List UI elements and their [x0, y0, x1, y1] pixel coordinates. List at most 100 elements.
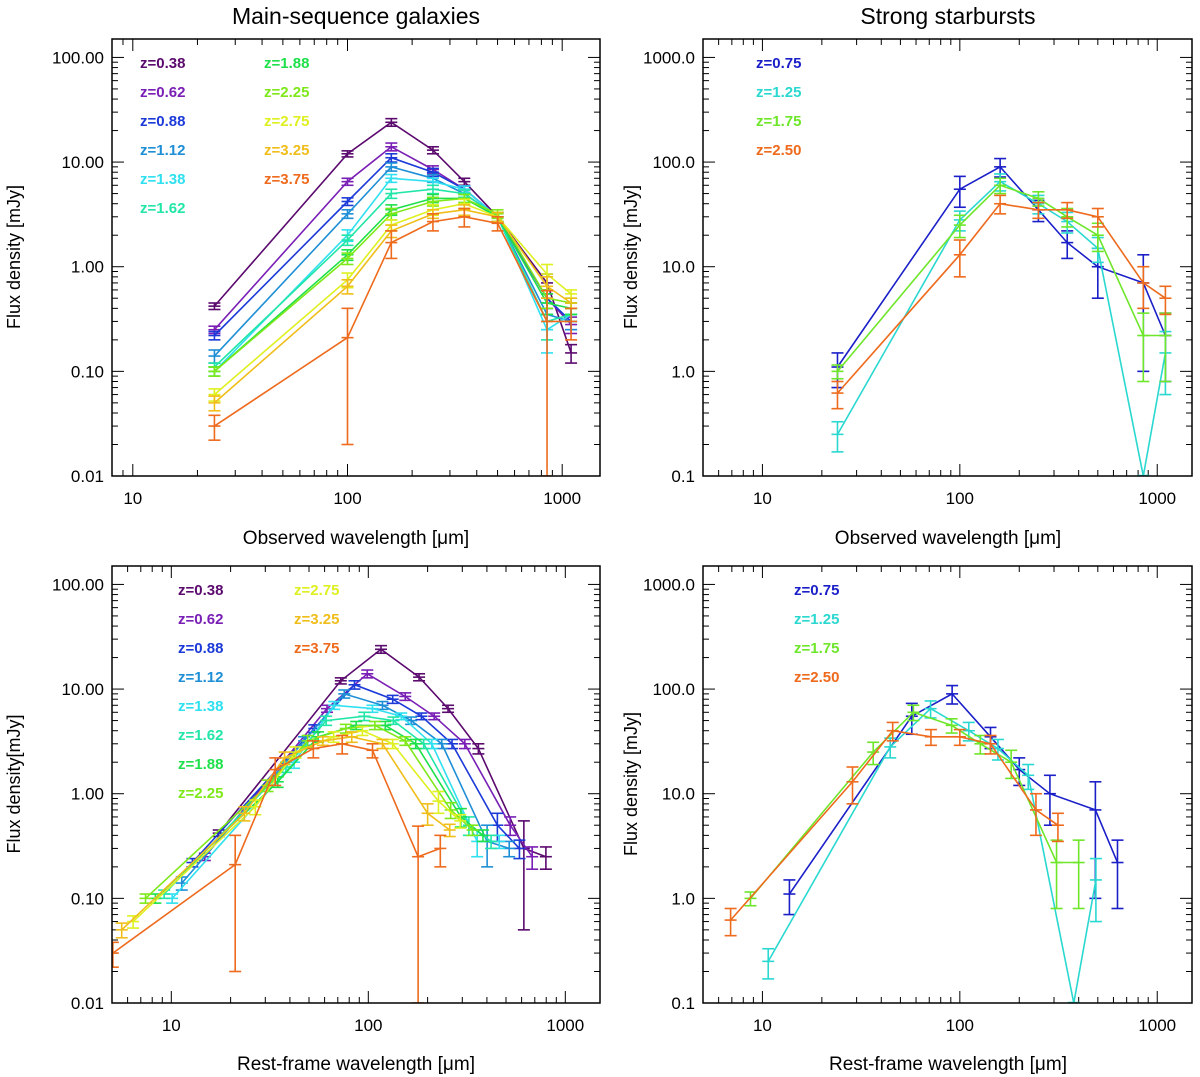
error-bar: [994, 194, 1007, 215]
panel-title: Main-sequence galaxies: [232, 3, 480, 29]
error-bar: [385, 117, 398, 128]
y-tick-label: 1.0: [671, 889, 695, 908]
error-bar: [831, 380, 844, 410]
legend-entry: z=0.88: [140, 113, 185, 130]
legend-entry: z=1.12: [178, 669, 223, 686]
error-bar: [413, 672, 426, 682]
legend-entry: z=0.75: [794, 582, 839, 599]
legend-entry: z=1.75: [794, 640, 839, 657]
error-bar: [421, 803, 434, 827]
error-bar: [472, 742, 485, 755]
series-line: [836, 180, 1167, 476]
x-tick-label: 100: [354, 1016, 382, 1035]
error-bar: [368, 720, 381, 731]
series-line: [132, 729, 461, 923]
error-bar: [366, 704, 379, 714]
panel-sb-observed: Strong starbursts 10 100 1000 1000.0 100.0 10…: [621, 3, 1193, 549]
x-tick-label: 10: [753, 1016, 772, 1035]
legend-entry: z=1.38: [140, 171, 185, 188]
error-bar: [208, 302, 221, 311]
legend-entry: z=1.88: [178, 756, 223, 773]
series-line: [729, 729, 1059, 921]
error-bar: [395, 712, 408, 721]
error-bar: [415, 712, 428, 721]
error-bar: [513, 839, 526, 860]
error-bar: [762, 947, 775, 980]
error-bar: [385, 152, 398, 163]
series-line: [836, 184, 1166, 372]
error-bar: [238, 805, 251, 822]
series-group: [831, 157, 1172, 476]
series-line: [213, 202, 572, 396]
plot-frame: [111, 565, 601, 1004]
legend-entry: z=1.62: [178, 727, 223, 744]
error-bar: [341, 197, 354, 207]
series-group: [112, 644, 552, 1003]
error-bar: [428, 712, 441, 721]
axis-ticks: [111, 39, 600, 477]
series-line: [767, 707, 1097, 1003]
error-bar: [361, 669, 374, 679]
legend: z=0.75 z=1.25 z=1.75 z=2.50: [794, 582, 839, 686]
error-bar: [379, 720, 392, 731]
legend: z=0.38 z=0.62 z=0.88 z=1.12 z=1.38 z=1.62 z=1.…: [178, 582, 339, 802]
legend-entry: z=2.25: [264, 84, 309, 101]
error-bar: [336, 734, 349, 755]
error-bar: [491, 215, 504, 232]
error-bar: [1072, 839, 1085, 910]
error-bar: [539, 846, 552, 870]
series-line: [121, 735, 451, 931]
error-bar: [385, 162, 398, 172]
series-line: [181, 692, 510, 884]
y-tick-label: 0.01: [71, 467, 104, 486]
error-bar: [229, 834, 242, 973]
legend-entry: z=2.75: [264, 113, 309, 130]
error-bar: [399, 735, 412, 747]
error-bar: [348, 679, 361, 690]
panel-ms-restframe: 10 100 1000100.0010.001.000.100.01z=0.38z=…: [4, 565, 601, 1075]
y-axis-label: Flux density [mJy]: [621, 712, 641, 856]
error-bar: [946, 684, 959, 705]
y-tick-label: 100.0: [652, 680, 695, 699]
plot-frame: [111, 38, 601, 477]
error-bar: [476, 829, 489, 843]
legend-entry: z=0.88: [178, 640, 223, 657]
legend-entry: z=0.38: [178, 582, 223, 599]
error-bar: [307, 740, 320, 759]
x-tick-label: 1000: [1138, 489, 1176, 508]
error-bar: [1050, 839, 1063, 910]
error-bar: [434, 834, 447, 868]
error-bar: [426, 213, 439, 232]
series-group: [724, 684, 1124, 1003]
error-bar: [385, 142, 398, 152]
error-bar: [385, 230, 398, 260]
error-bar: [208, 414, 221, 441]
y-tick-label: 1.00: [71, 258, 104, 277]
series-line: [836, 165, 1167, 368]
error-bar: [953, 214, 966, 239]
panel-ms-observed: Main-sequence galaxies 10 100 1000 100.00 10…: [4, 3, 601, 549]
legend-entry: z=3.25: [264, 142, 309, 159]
axis-ticks: [702, 39, 1192, 477]
series-line: [213, 177, 572, 372]
error-bar: [458, 207, 471, 228]
y-axis-label: Flux density [mJy]: [621, 185, 641, 329]
error-bar: [385, 188, 398, 200]
error-bar: [1061, 201, 1074, 220]
error-bar: [385, 173, 398, 184]
y-tick-label: 10.00: [61, 153, 104, 172]
x-tick-label: 1000: [543, 489, 581, 508]
error-bar: [341, 150, 354, 158]
error-bar: [953, 239, 966, 278]
error-bar: [443, 823, 456, 838]
error-bar: [328, 700, 341, 711]
y-tick-label: 0.1: [671, 467, 695, 486]
error-bar: [1043, 774, 1056, 827]
y-tick-label: 0.10: [71, 362, 104, 381]
legend-entry: z=3.75: [294, 640, 339, 657]
x-axis-label: Observed wavelength [μm]: [835, 528, 1061, 549]
error-bar: [444, 801, 457, 820]
error-bar: [269, 757, 282, 787]
y-tick-label: 100.0: [652, 153, 695, 172]
panel-sb-restframe: 10 100 1000 1000.0 100.0 10.0 1.0 0.1 z=0.75 z=1.…: [621, 565, 1193, 1075]
